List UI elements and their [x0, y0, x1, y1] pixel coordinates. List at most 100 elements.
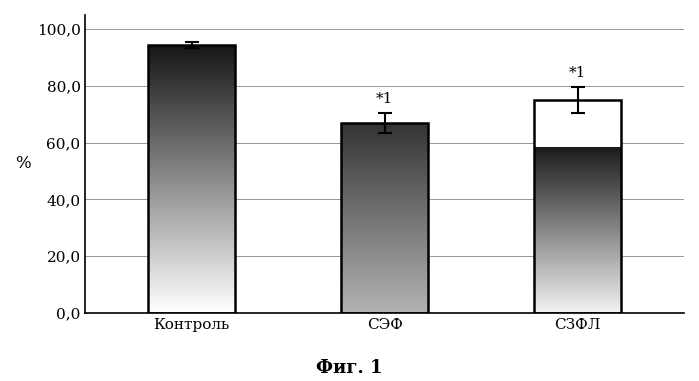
Bar — [148, 253, 235, 254]
Bar — [148, 274, 235, 275]
Bar — [534, 215, 621, 216]
Bar — [148, 54, 235, 56]
Bar — [341, 239, 428, 240]
Bar — [534, 243, 621, 244]
Bar — [534, 228, 621, 229]
Bar — [148, 210, 235, 211]
Bar — [534, 279, 621, 280]
Bar — [341, 143, 428, 144]
Bar — [341, 224, 428, 226]
Bar — [534, 198, 621, 199]
Bar — [341, 203, 428, 205]
Bar — [341, 238, 428, 239]
Bar — [341, 139, 428, 140]
Bar — [534, 136, 621, 137]
Bar — [341, 144, 428, 145]
Bar — [534, 264, 621, 265]
Bar — [341, 178, 428, 179]
Bar — [341, 184, 428, 186]
Bar — [341, 179, 428, 180]
Bar — [148, 121, 235, 123]
Bar — [148, 149, 235, 150]
Bar — [341, 123, 428, 313]
Bar — [534, 152, 621, 153]
Bar — [341, 218, 428, 219]
Bar — [534, 234, 621, 235]
Bar — [341, 145, 428, 146]
Bar — [534, 269, 621, 270]
Bar — [148, 141, 235, 142]
Bar — [534, 126, 621, 127]
Bar — [148, 310, 235, 312]
Bar — [148, 147, 235, 148]
Bar — [534, 274, 621, 275]
Bar — [341, 140, 428, 141]
Bar — [534, 240, 621, 242]
Bar — [148, 86, 235, 88]
Bar — [148, 163, 235, 164]
Bar — [534, 194, 621, 195]
Bar — [534, 236, 621, 237]
Bar — [148, 75, 235, 77]
Bar — [148, 291, 235, 293]
Bar — [341, 155, 428, 156]
Text: Фиг. 1: Фиг. 1 — [316, 359, 383, 377]
Bar — [148, 98, 235, 100]
Bar — [148, 239, 235, 240]
Bar — [148, 162, 235, 163]
Bar — [148, 90, 235, 92]
Bar — [534, 307, 621, 309]
Bar — [341, 266, 428, 267]
Bar — [534, 170, 621, 171]
Bar — [341, 132, 428, 133]
Bar — [341, 196, 428, 197]
Bar — [341, 191, 428, 192]
Bar — [341, 255, 428, 256]
Bar — [341, 160, 428, 161]
Bar — [341, 141, 428, 142]
Bar — [341, 211, 428, 212]
Bar — [148, 139, 235, 140]
Bar — [148, 183, 235, 184]
Bar — [341, 278, 428, 279]
Bar — [148, 189, 235, 191]
Bar — [534, 220, 621, 221]
Bar — [341, 176, 428, 177]
Bar — [148, 204, 235, 206]
Bar — [148, 110, 235, 112]
Bar — [341, 202, 428, 203]
Bar — [148, 226, 235, 227]
Bar — [148, 57, 235, 58]
Bar — [534, 163, 621, 164]
Bar — [534, 297, 621, 298]
Bar — [341, 304, 428, 305]
Bar — [148, 120, 235, 121]
Bar — [341, 163, 428, 164]
Bar — [534, 221, 621, 223]
Bar — [534, 184, 621, 185]
Bar — [534, 197, 621, 198]
Bar — [341, 242, 428, 243]
Bar — [148, 67, 235, 69]
Bar — [534, 287, 621, 288]
Bar — [148, 96, 235, 97]
Bar — [148, 299, 235, 301]
Bar — [148, 255, 235, 256]
Bar — [341, 289, 428, 290]
Bar — [534, 298, 621, 299]
Bar — [148, 247, 235, 248]
Bar — [341, 154, 428, 155]
Bar — [148, 97, 235, 98]
Bar — [534, 233, 621, 234]
Bar — [341, 285, 428, 286]
Bar — [534, 167, 621, 168]
Bar — [534, 182, 621, 183]
Bar — [534, 204, 621, 205]
Bar — [341, 230, 428, 231]
Bar — [341, 283, 428, 284]
Bar — [148, 223, 235, 224]
Bar — [534, 310, 621, 311]
Bar — [534, 290, 621, 291]
Bar — [341, 286, 428, 287]
Bar — [534, 101, 621, 102]
